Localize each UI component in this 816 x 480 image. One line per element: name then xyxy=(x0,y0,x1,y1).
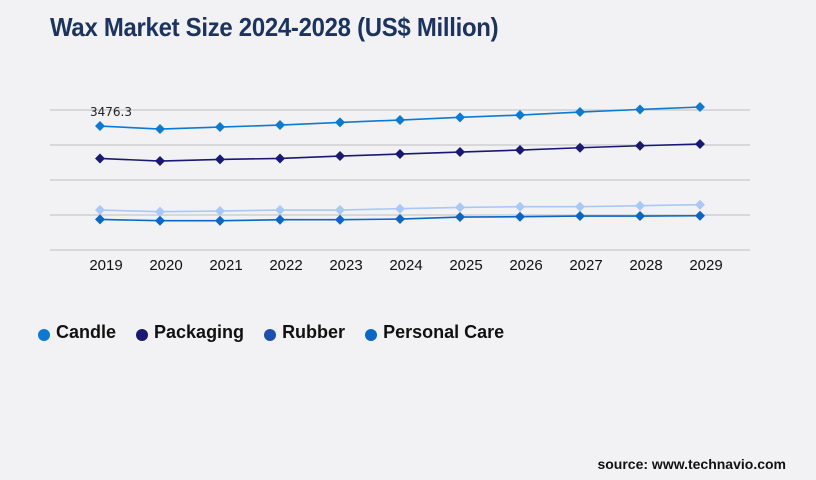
data-point-personal-care[interactable] xyxy=(275,214,285,225)
data-point-candle[interactable] xyxy=(695,102,705,112)
data-point-candle[interactable] xyxy=(395,115,405,126)
data-point-packaging[interactable] xyxy=(155,156,165,167)
legend: Candle Packaging Rubber Personal Care xyxy=(38,322,504,343)
x-tick-label: 2019 xyxy=(89,257,122,274)
data-point-rubber[interactable] xyxy=(335,205,345,216)
data-point-packaging[interactable] xyxy=(275,153,285,164)
legend-item-personal-care[interactable]: Personal Care xyxy=(365,322,504,343)
data-point-rubber[interactable] xyxy=(695,199,705,210)
data-point-packaging[interactable] xyxy=(335,151,345,162)
legend-marker-icon xyxy=(365,328,378,341)
data-point-packaging[interactable] xyxy=(635,140,645,151)
data-point-packaging[interactable] xyxy=(455,147,465,158)
data-point-candle[interactable] xyxy=(95,121,105,132)
data-point-candle[interactable] xyxy=(155,124,165,135)
gridlines xyxy=(50,109,750,251)
data-point-personal-care[interactable] xyxy=(635,211,645,222)
legend-item-packaging[interactable]: Packaging xyxy=(136,322,244,343)
legend-label: Packaging xyxy=(154,322,245,342)
data-point-packaging[interactable] xyxy=(395,149,405,160)
data-point-packaging[interactable] xyxy=(215,154,225,165)
data-point-rubber[interactable] xyxy=(155,206,165,217)
data-point-rubber[interactable] xyxy=(575,201,585,212)
x-tick-label: 2026 xyxy=(509,257,542,274)
x-tick-label: 2024 xyxy=(389,257,422,274)
data-point-candle[interactable] xyxy=(335,117,345,128)
x-tick-label: 2029 xyxy=(689,257,722,274)
data-point-personal-care[interactable] xyxy=(155,215,165,226)
legend-marker-icon xyxy=(38,328,50,341)
data-point-candle[interactable] xyxy=(275,120,285,131)
x-tick-label: 2020 xyxy=(149,257,182,274)
data-point-rubber[interactable] xyxy=(395,203,405,214)
data-point-packaging[interactable] xyxy=(695,139,705,150)
data-point-personal-care[interactable] xyxy=(695,210,705,221)
data-point-candle[interactable] xyxy=(575,107,585,118)
source-credit: source: www.technavio.com xyxy=(597,456,786,472)
x-tick-label: 2022 xyxy=(269,257,302,274)
legend-item-rubber[interactable]: Rubber xyxy=(264,322,345,343)
data-label: 3476.3 xyxy=(90,105,132,119)
data-point-personal-care[interactable] xyxy=(575,211,585,222)
x-tick-label: 2027 xyxy=(569,257,602,274)
legend-label: Personal Care xyxy=(383,322,505,342)
legend-marker-icon xyxy=(264,328,277,341)
legend-label: Candle xyxy=(56,322,117,342)
data-point-packaging[interactable] xyxy=(515,145,525,156)
data-point-rubber[interactable] xyxy=(455,202,465,213)
line-chart: 2019 2020 2021 2022 2023 2024 2025 2026 2027 2028… xyxy=(50,102,750,274)
x-tick-label: 2023 xyxy=(329,257,362,274)
data-point-rubber[interactable] xyxy=(215,206,225,217)
chart-title: Wax Market Size 2024-2028 (US$ Million) xyxy=(50,12,499,42)
series-markers xyxy=(95,102,705,226)
data-point-candle[interactable] xyxy=(455,112,465,123)
data-point-personal-care[interactable] xyxy=(215,215,225,226)
x-tick-label: 2021 xyxy=(209,257,242,274)
legend-label: Rubber xyxy=(282,322,346,342)
annotations: 3476.3 xyxy=(90,105,132,119)
x-tick-label: 2028 xyxy=(629,257,662,274)
legend-item-candle[interactable]: Candle xyxy=(38,322,116,343)
data-point-rubber[interactable] xyxy=(515,201,525,212)
data-point-personal-care[interactable] xyxy=(95,214,105,225)
x-axis-ticks: 2019 2020 2021 2022 2023 2024 2025 2026 2027 2028… xyxy=(89,257,722,274)
data-point-candle[interactable] xyxy=(635,104,645,115)
data-point-rubber[interactable] xyxy=(635,200,645,211)
data-point-candle[interactable] xyxy=(515,110,525,121)
data-point-packaging[interactable] xyxy=(575,142,585,153)
data-point-rubber[interactable] xyxy=(95,205,105,216)
data-point-personal-care[interactable] xyxy=(455,212,465,223)
data-point-candle[interactable] xyxy=(215,122,225,133)
data-point-rubber[interactable] xyxy=(275,205,285,216)
x-tick-label: 2025 xyxy=(449,257,482,274)
data-point-personal-care[interactable] xyxy=(335,214,345,225)
data-point-personal-care[interactable] xyxy=(515,211,525,222)
data-point-packaging[interactable] xyxy=(95,153,105,164)
legend-marker-icon xyxy=(136,328,149,341)
data-point-personal-care[interactable] xyxy=(395,214,405,225)
